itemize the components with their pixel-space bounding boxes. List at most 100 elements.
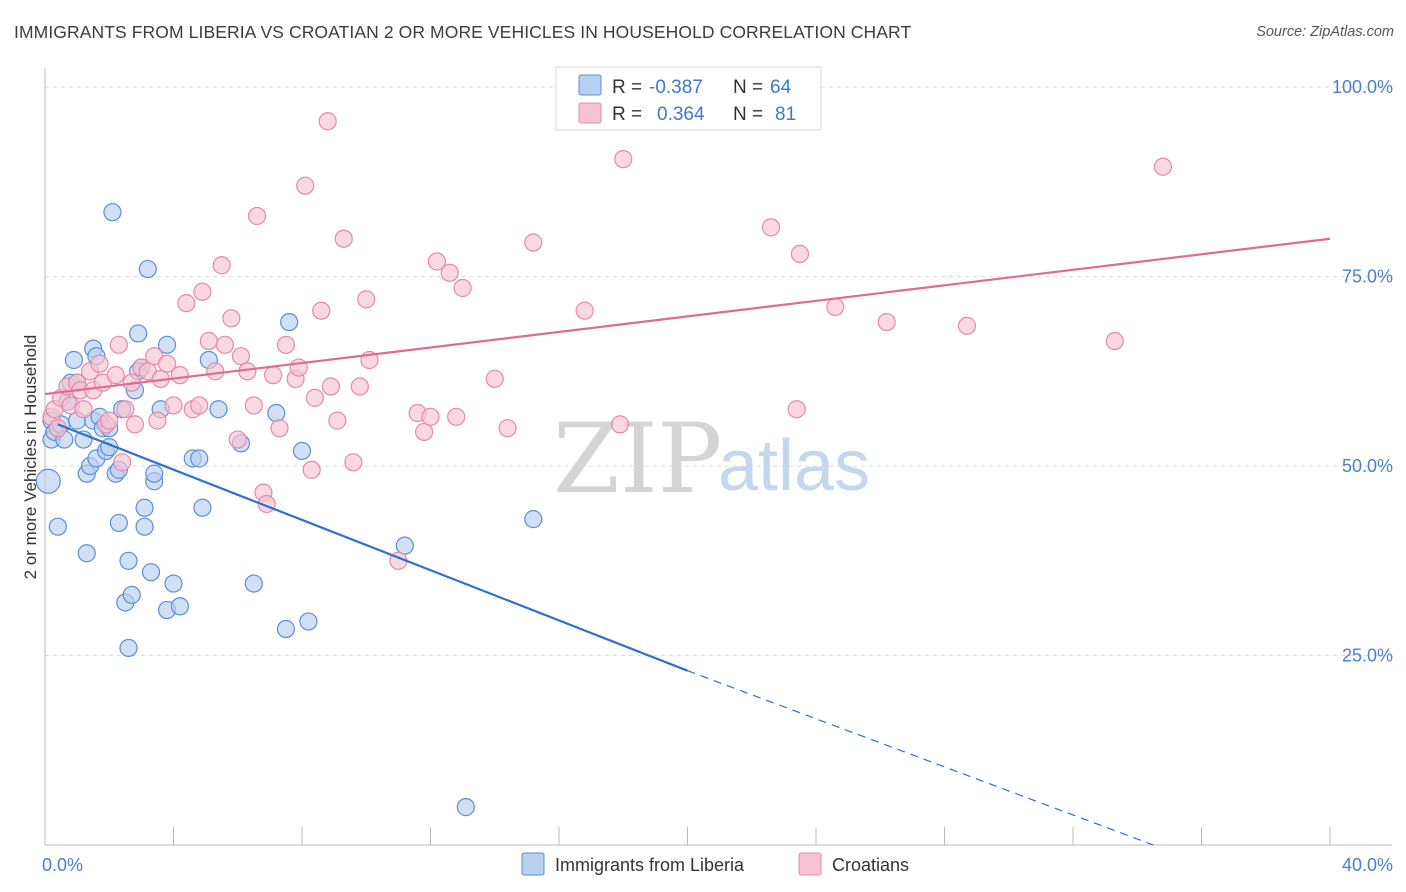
point-croatians — [228, 430, 247, 449]
point-croatians — [109, 335, 128, 354]
legend-n-value: 81 — [775, 104, 796, 125]
legend-n-label: N = — [733, 77, 763, 98]
series-croatians-points — [42, 112, 1173, 570]
point-liberia — [157, 335, 177, 354]
point-liberia — [267, 403, 286, 423]
point-liberia — [64, 350, 84, 370]
point-croatians — [177, 294, 196, 313]
point-croatians — [231, 347, 251, 366]
trend-line-liberia — [57, 423, 688, 672]
watermark-zip: ZIP — [553, 403, 722, 515]
point-croatians — [193, 282, 212, 301]
legend-swatch-liberia — [521, 852, 545, 876]
point-liberia — [190, 449, 209, 468]
point-liberia — [138, 259, 157, 279]
legend-r-label: R = — [612, 77, 642, 98]
point-croatians — [485, 369, 504, 389]
point-croatians — [48, 419, 67, 438]
point-croatians — [157, 354, 177, 373]
point-croatians — [263, 366, 283, 385]
point-croatians — [90, 354, 109, 373]
point-croatians — [427, 252, 447, 271]
point-croatians — [276, 335, 296, 354]
y-tick-label: 50.0% — [1342, 456, 1393, 476]
point-croatians — [212, 256, 231, 275]
watermark: ZIP atlas — [553, 403, 870, 515]
point-croatians — [199, 331, 218, 351]
point-liberia — [103, 203, 122, 222]
point-croatians — [302, 460, 321, 479]
point-croatians — [421, 407, 440, 426]
point-croatians — [206, 362, 225, 381]
point-croatians — [148, 411, 167, 430]
point-croatians — [164, 396, 183, 415]
point-liberia — [119, 551, 138, 570]
point-croatians — [170, 366, 190, 385]
point-liberia — [164, 574, 183, 593]
point-liberia — [122, 585, 141, 605]
point-croatians — [222, 309, 241, 328]
point-croatians — [350, 377, 369, 396]
legend-swatch-croatians — [578, 102, 602, 124]
point-croatians — [328, 411, 347, 430]
trend-line-croatians — [44, 237, 1331, 396]
point-croatians — [787, 400, 806, 419]
point-croatians — [877, 312, 896, 332]
point-liberia — [109, 513, 128, 533]
y-tick-label: 75.0% — [1342, 267, 1393, 287]
chart-title: IMMIGRANTS FROM LIBERIA VS CROATIAN 2 OR… — [14, 22, 912, 42]
point-croatians — [826, 297, 845, 317]
point-croatians — [610, 415, 630, 434]
point-liberia — [244, 574, 263, 593]
point-croatians — [74, 400, 93, 419]
point-croatians — [614, 150, 633, 169]
point-croatians — [112, 453, 132, 472]
point-croatians — [344, 453, 363, 472]
legend-r-label: R = — [612, 104, 642, 125]
point-liberia — [193, 498, 212, 517]
point-liberia — [135, 498, 154, 517]
point-liberia — [209, 400, 228, 419]
point-liberia — [141, 563, 161, 582]
watermark-atlas: atlas — [718, 426, 870, 506]
point-liberia — [48, 517, 67, 536]
point-croatians — [106, 366, 125, 385]
legend-label-croatians: Croatians — [832, 855, 909, 875]
point-liberia — [524, 510, 543, 529]
point-croatians — [318, 112, 337, 131]
y-tick-label: 100.0% — [1332, 77, 1393, 97]
point-liberia — [135, 517, 154, 536]
point-croatians — [321, 377, 341, 396]
axes — [44, 68, 1392, 846]
point-croatians — [244, 396, 263, 415]
point-croatians — [334, 229, 353, 248]
point-croatians — [1105, 331, 1124, 351]
point-liberia — [170, 597, 190, 616]
y-axis-label: 2 or more Vehicles in Household — [21, 335, 40, 580]
legend-r-value: -0.387 — [649, 77, 703, 98]
y-tick-label: 25.0% — [1342, 646, 1393, 666]
point-liberia — [77, 544, 96, 563]
point-croatians — [296, 176, 315, 195]
point-croatians — [190, 396, 209, 415]
trend-lines — [44, 237, 1331, 846]
point-croatians — [575, 301, 594, 320]
point-liberia — [395, 536, 414, 555]
point-croatians — [270, 419, 289, 438]
point-croatians — [440, 263, 459, 282]
point-croatians — [312, 301, 331, 320]
y-tick-labels: 100.0% 75.0% 50.0% 25.0% — [1332, 77, 1393, 665]
source-label: Source: ZipAtlas.com — [1256, 24, 1394, 40]
point-liberia — [129, 324, 148, 343]
point-croatians — [790, 244, 810, 263]
point-croatians — [116, 400, 135, 419]
point-liberia — [280, 312, 299, 332]
point-croatians — [957, 316, 977, 335]
x-tick-label: 0.0% — [42, 855, 83, 875]
point-croatians — [215, 335, 234, 354]
x-tick-label: 40.0% — [1342, 855, 1393, 875]
legend-n-value: 64 — [770, 77, 792, 98]
point-croatians — [125, 415, 145, 434]
point-croatians — [453, 278, 472, 298]
